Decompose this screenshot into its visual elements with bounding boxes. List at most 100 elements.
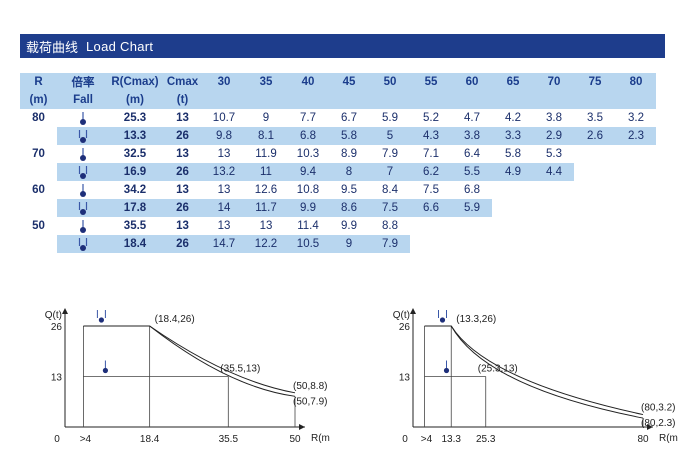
table-row: 17.8 26 14 11.7 9.9 8.6 7.5 6.6 5.9 (20, 199, 656, 217)
load-cell (574, 145, 616, 163)
load-curve-chart-2: Q(t) R(m) 0 >4 26 13 13.3 25.3 80 (13.3,26) (25.3,… (393, 308, 678, 445)
load-cell (452, 217, 492, 235)
x-axis-label: R(m) (311, 433, 330, 444)
header-sub-cell (370, 91, 410, 109)
load-cell: 3.3 (492, 127, 534, 145)
fall-cell (57, 217, 109, 235)
single-fall-hook-icon (80, 147, 86, 161)
load-cell: 6.7 (341, 112, 357, 124)
load-cell: 2.6 (574, 127, 616, 145)
double-fall-hook-icon (438, 310, 447, 323)
load-cell: 10.8 (296, 184, 320, 196)
single-fall-hook-icon (443, 360, 450, 374)
header-sub-cell: (m) (20, 91, 57, 109)
load-cell: 10.7 (212, 112, 236, 124)
title-en: Load Chart (86, 38, 154, 54)
load-cell (492, 199, 534, 217)
load-cell: 11.9 (255, 148, 277, 160)
load-cell: 11 (244, 163, 288, 181)
header-sub-cell (204, 91, 244, 109)
load-curve-upper (424, 325, 644, 416)
header-cell: 75 (574, 73, 616, 91)
y-axis-label: Q(t) (45, 310, 62, 321)
load-cell: 13 (259, 220, 273, 232)
load-cell: 4.2 (505, 112, 521, 124)
header-sub-cell (288, 91, 328, 109)
cmax-cell: 26 (161, 127, 204, 145)
header-cell: 35 (244, 73, 288, 91)
load-cell: 9.8 (204, 127, 244, 145)
x-axis-arrow (647, 424, 653, 430)
load-cell: 12.2 (244, 235, 288, 253)
point-label: (13.3,26) (456, 314, 496, 325)
y-axis-label: Q(t) (393, 310, 410, 321)
load-cell (534, 217, 574, 235)
x-tick-label: 25.3 (476, 434, 496, 445)
load-cell: 6.6 (410, 199, 452, 217)
load-cell: 7.7 (300, 112, 316, 124)
load-cell: 5.9 (382, 112, 398, 124)
load-cell: 10.5 (288, 235, 328, 253)
load-cell: 7.5 (370, 199, 410, 217)
load-cell (574, 235, 616, 253)
boom-length-cell: 70 (32, 148, 45, 160)
load-cell (616, 145, 656, 163)
x-tick-label: 80 (637, 434, 649, 445)
load-cell: 13.2 (204, 163, 244, 181)
load-cell: 10.3 (296, 148, 320, 160)
title-cn: 载荷曲线 (26, 40, 79, 56)
load-cell (616, 235, 656, 253)
load-cell: 6.8 (464, 184, 480, 196)
load-cell: 6.2 (410, 163, 452, 181)
header-cell: R (20, 73, 57, 91)
x-tick-label: 13.3 (442, 434, 462, 445)
point-label: (80,3.2) (641, 403, 675, 414)
load-cell: 7.9 (370, 235, 410, 253)
boom-length-cell: 80 (32, 112, 45, 124)
table-header-row: R 倍率 R(Cmax) Cmax 30 35 40 45 50 55 60 65 70 75 80 (20, 73, 656, 91)
double-fall-hook-icon (96, 310, 106, 323)
load-cell: 11.4 (297, 220, 319, 232)
y-tick-label: 26 (51, 322, 63, 333)
header-sub-cell (410, 91, 452, 109)
rcmax-cell: 34.2 (123, 184, 147, 196)
load-cell: 14 (204, 199, 244, 217)
double-fall-hook-icon (78, 129, 88, 143)
load-cell: 7 (370, 163, 410, 181)
load-cell: 7.9 (382, 148, 398, 160)
point-label: (25.3,13) (478, 364, 518, 375)
header-cell: 倍率 (57, 73, 109, 91)
load-cell: 3.8 (546, 112, 562, 124)
double-fall-hook-icon (78, 201, 88, 215)
header-cell: 40 (288, 73, 328, 91)
load-cell (492, 181, 534, 199)
table-row: 80 25.3 13 10.7 9 7.7 6.7 5.9 5.2 4.7 4.2 3.8 3.5 3.2 (20, 109, 656, 127)
x-origin-label: 0 (402, 434, 408, 445)
point-label: (50,8.8) (293, 381, 327, 392)
table-row: 18.4 26 14.7 12.2 10.5 9 7.9 (20, 235, 656, 253)
load-cell: 4.7 (464, 112, 480, 124)
x-min-label: >4 (80, 434, 92, 445)
x-tick-label: 35.5 (219, 434, 239, 445)
table-row: 13.3 26 9.8 8.1 6.8 5.8 5 4.3 3.8 3.3 2.9 2.6 2.3 (20, 127, 656, 145)
load-cell: 5.8 (328, 127, 370, 145)
single-fall-hook-icon (102, 360, 108, 374)
header-sub-cell (616, 91, 656, 109)
header-sub-cell (328, 91, 370, 109)
load-cell: 9.9 (341, 220, 357, 232)
cmax-cell: 26 (161, 163, 204, 181)
load-cell (574, 163, 616, 181)
y-tick-label: 26 (399, 322, 411, 333)
load-cell: 7.5 (423, 184, 439, 196)
double-fall-hook-icon (78, 237, 88, 251)
header-cell: 45 (328, 73, 370, 91)
load-cell (616, 217, 656, 235)
x-min-label: >4 (421, 434, 433, 445)
header-sub-cell (244, 91, 288, 109)
single-fall-hook-icon (80, 183, 86, 197)
table-header-sub-row: (m) Fall (m) (t) (20, 91, 656, 109)
load-cell: 9.5 (341, 184, 357, 196)
load-cell (534, 181, 574, 199)
load-cell: 13 (217, 220, 231, 232)
load-curve-chart-1: Q(t) R(m) 0 >4 26 13 18.4 35.5 50 (18.4,26) (35.5,… (45, 308, 330, 445)
